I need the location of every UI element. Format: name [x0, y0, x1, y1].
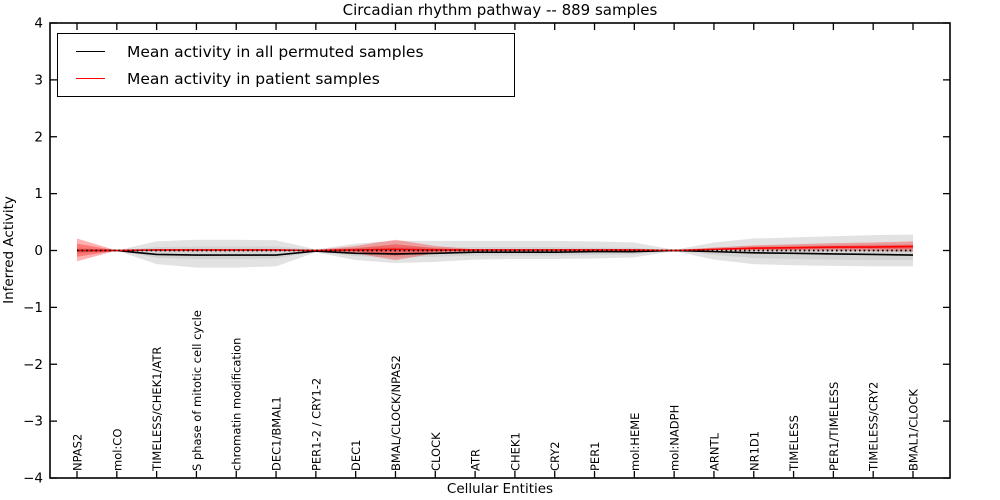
- x-tick-label: TIMELESS: [787, 415, 801, 472]
- y-tick-label: −1: [23, 300, 43, 316]
- x-tick-label: PER1/TIMELESS: [827, 382, 841, 471]
- y-tick-label: −3: [23, 414, 43, 430]
- band-permuted-outer: [77, 234, 913, 268]
- x-tick-label: S phase of mitotic cell cycle: [190, 310, 204, 471]
- legend: Mean activity in all permuted samples Me…: [57, 33, 515, 97]
- x-tick-label: ARNTL: [707, 433, 721, 471]
- x-tick-label: NPAS2: [71, 434, 85, 471]
- axes-spines: [49, 22, 951, 479]
- x-tick-label: PER1-2 / CRY1-2: [309, 378, 323, 471]
- y-tick-label: 2: [34, 129, 43, 145]
- x-tick-label: mol:NADPH: [668, 405, 682, 471]
- x-tick-label: PER1: [588, 441, 602, 471]
- series-line-permuted: [77, 249, 914, 256]
- x-tick-label: BMAL/CLOCK/NPAS2: [389, 355, 403, 471]
- legend-line-swatch-red: [76, 78, 105, 79]
- y-tick-label: −2: [23, 357, 43, 373]
- legend-item-permuted: Mean activity in all permuted samples: [58, 39, 514, 65]
- y-tick-label: −4: [23, 471, 43, 487]
- y-tick-label: 1: [34, 186, 43, 202]
- x-tick-label: TIMELESS/CHEK1/ATR: [150, 347, 164, 472]
- legend-item-patient: Mean activity in patient samples: [58, 66, 514, 92]
- legend-line-swatch-black: [76, 51, 105, 52]
- x-tick-label: CLOCK: [429, 432, 443, 471]
- x-tick-label: CHEK1: [508, 432, 522, 471]
- x-tick-label: ATR: [469, 449, 483, 471]
- x-tick-label: DEC1: [349, 440, 363, 471]
- legend-label: Mean activity in all permuted samples: [127, 42, 424, 61]
- x-tick-label: CRY2: [548, 441, 562, 471]
- y-tick-label: 3: [34, 72, 43, 88]
- x-tick-label: DEC1/BMAL1: [270, 396, 284, 471]
- y-tick-label: 0: [34, 243, 43, 259]
- x-tick-label: TIMELESS/CRY2: [867, 382, 881, 472]
- chart-title: Circadian rhythm pathway -- 889 samples: [342, 1, 658, 19]
- x-tick-label: chromatin modification: [230, 338, 244, 471]
- y-tick-label: 4: [34, 16, 43, 32]
- x-tick-label: mol:CO: [110, 429, 124, 471]
- x-tick-label: BMAL1/CLOCK: [907, 389, 921, 471]
- legend-label: Mean activity in patient samples: [127, 69, 380, 88]
- x-tick-label: NR1D1: [747, 431, 761, 471]
- x-tick-label: mol:HEME: [628, 413, 642, 471]
- x-axis-label: Cellular Entities: [446, 481, 554, 497]
